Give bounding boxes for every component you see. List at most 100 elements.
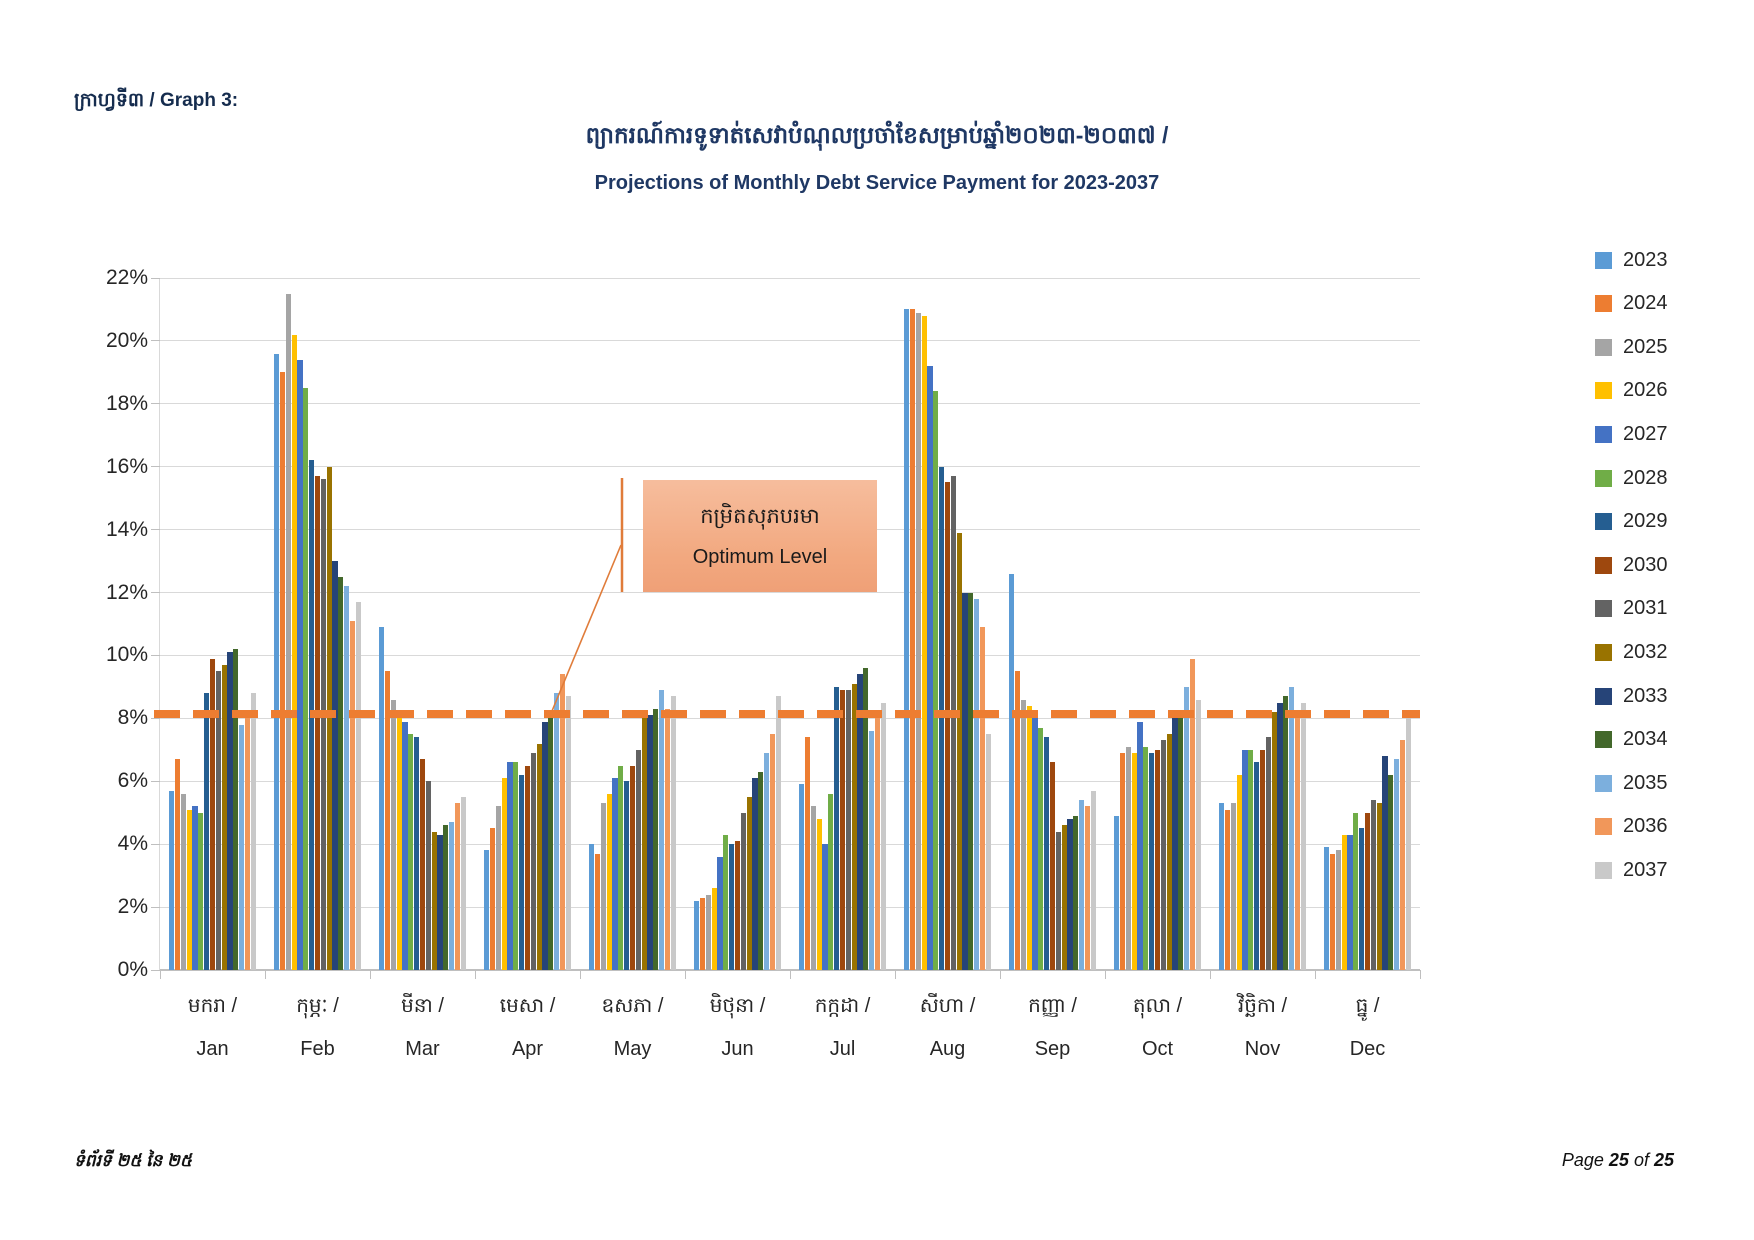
bar-2036-jul <box>875 712 881 970</box>
bar-2024-apr <box>489 828 495 970</box>
gridline-20pct <box>160 340 1420 342</box>
legend-item-2034: 2034 <box>1595 728 1668 751</box>
legend-swatch-2035 <box>1595 774 1612 792</box>
bar-2028-aug <box>933 391 939 970</box>
y-axis-label-18pct: 18% <box>105 391 148 415</box>
bar-2036-may <box>665 708 671 970</box>
month-name-khmer: ឧសភា / <box>601 995 664 1017</box>
bar-2027-sep <box>1032 715 1038 970</box>
legend-swatch-2028 <box>1595 469 1612 487</box>
month-name-khmer: កុម្ភៈ / <box>296 995 339 1017</box>
x-axis-label-mar: មីនា / Mar <box>370 992 475 1061</box>
bar-2031-sep <box>1055 831 1061 970</box>
y-axis-label-0pct: 0% <box>117 958 148 981</box>
bar-2034-apr <box>548 718 554 970</box>
bar-2031-jun <box>740 812 746 970</box>
bar-2032-apr <box>536 743 542 970</box>
legend-label-2031: 2031 <box>1623 597 1668 620</box>
y-axis-tick <box>151 843 160 845</box>
bar-2037-feb <box>355 601 362 970</box>
optimum-reference-line <box>154 709 1420 718</box>
y-axis-tick <box>151 906 160 908</box>
month-name-khmer: មករា / <box>187 995 238 1017</box>
bar-2023-feb <box>273 353 280 970</box>
y-axis-tick <box>151 340 160 342</box>
bar-2033-jan <box>227 652 233 970</box>
bar-2027-may <box>612 778 618 970</box>
bar-2023-jan <box>168 790 175 970</box>
bar-2025-nov <box>1230 803 1236 970</box>
x-axis-tick <box>474 970 476 979</box>
bar-2030-sep <box>1049 762 1056 970</box>
bar-2026-dec <box>1341 834 1347 970</box>
bar-2027-jul <box>822 844 828 970</box>
x-axis-label-jan: មករា / Jan <box>160 992 265 1061</box>
bar-2026-apr <box>501 778 507 970</box>
legend-swatch-2032 <box>1595 643 1612 661</box>
legend-swatch-2029 <box>1595 513 1612 531</box>
legend-swatch-2023 <box>1595 251 1612 269</box>
legend-item-2027: 2027 <box>1595 423 1668 445</box>
bar-2026-feb <box>291 334 297 970</box>
gridline-6pct <box>160 780 1420 782</box>
bar-2023-sep <box>1008 573 1015 970</box>
bar-2025-mar <box>390 699 396 970</box>
x-axis-tick <box>264 970 266 979</box>
x-axis-tick <box>894 970 896 979</box>
bar-2034-sep <box>1073 815 1079 970</box>
bar-2024-sep <box>1014 671 1020 970</box>
bar-2027-jan <box>192 806 198 970</box>
bar-2036-apr <box>560 674 566 970</box>
bar-2030-mar <box>419 759 426 970</box>
footer-total-pages: 25 <box>1653 1150 1674 1170</box>
bar-2024-jan <box>174 759 180 970</box>
bar-2037-jun <box>775 696 782 970</box>
bar-2023-jun <box>693 900 700 970</box>
gridline-10pct <box>160 654 1420 656</box>
footer-page-number-khmer: ទំព័រទី ២៥ នៃ ២៥ <box>74 1151 192 1170</box>
month-name-khmer: វិច្ឆិកា / <box>1237 995 1288 1017</box>
legend-label-2032: 2032 <box>1623 640 1668 663</box>
chart-title-khmer: ព្យាករណ៍ការទូទាត់សេវាបំណុលប្រចាំខែសម្រាប… <box>585 122 1169 148</box>
legend-swatch-2024 <box>1595 295 1612 313</box>
bar-2024-aug <box>909 309 915 970</box>
y-axis-line <box>159 278 160 970</box>
x-axis-label-dec: ធ្នូ / Dec <box>1315 992 1420 1061</box>
x-axis-label-sep: កញ្ញា / Sep <box>1000 992 1105 1061</box>
bar-2031-apr <box>530 752 536 970</box>
legend-swatch-2030 <box>1595 556 1612 574</box>
bar-2028-jul <box>828 793 834 970</box>
month-name-khmer: មេសា / <box>499 995 556 1017</box>
bar-2023-dec <box>1323 847 1330 970</box>
bar-2027-dec <box>1347 834 1353 970</box>
x-axis-tick <box>789 970 791 979</box>
bar-2027-aug <box>927 366 933 970</box>
bar-2034-aug <box>968 592 974 970</box>
legend-label-2035: 2035 <box>1623 771 1668 794</box>
bar-2026-jun <box>711 888 717 970</box>
bar-2033-dec <box>1382 756 1388 970</box>
gridline-4pct <box>160 843 1420 845</box>
bar-2035-aug <box>974 598 980 970</box>
x-axis-tick <box>1209 970 1211 979</box>
bar-2024-may <box>594 853 600 970</box>
bar-2028-mar <box>408 734 414 970</box>
legend-label-2034: 2034 <box>1623 728 1668 751</box>
y-axis-tick <box>151 403 160 405</box>
bar-2032-aug <box>956 532 962 970</box>
bar-2033-jul <box>857 674 863 970</box>
bar-2031-dec <box>1370 800 1376 970</box>
legend-item-2024: 2024 <box>1595 292 1668 314</box>
legend-swatch-2031 <box>1595 600 1612 618</box>
bar-2031-oct <box>1160 740 1166 970</box>
bar-2034-dec <box>1388 774 1394 970</box>
bar-2024-dec <box>1329 853 1335 970</box>
bar-2035-may <box>659 690 665 970</box>
bar-2025-jun <box>705 894 711 970</box>
bar-2033-apr <box>542 721 548 970</box>
bar-2035-feb <box>344 586 350 970</box>
footer-word-page: Page <box>1561 1150 1604 1170</box>
gridline-18pct <box>160 403 1420 405</box>
y-axis-label-6pct: 6% <box>117 769 148 793</box>
